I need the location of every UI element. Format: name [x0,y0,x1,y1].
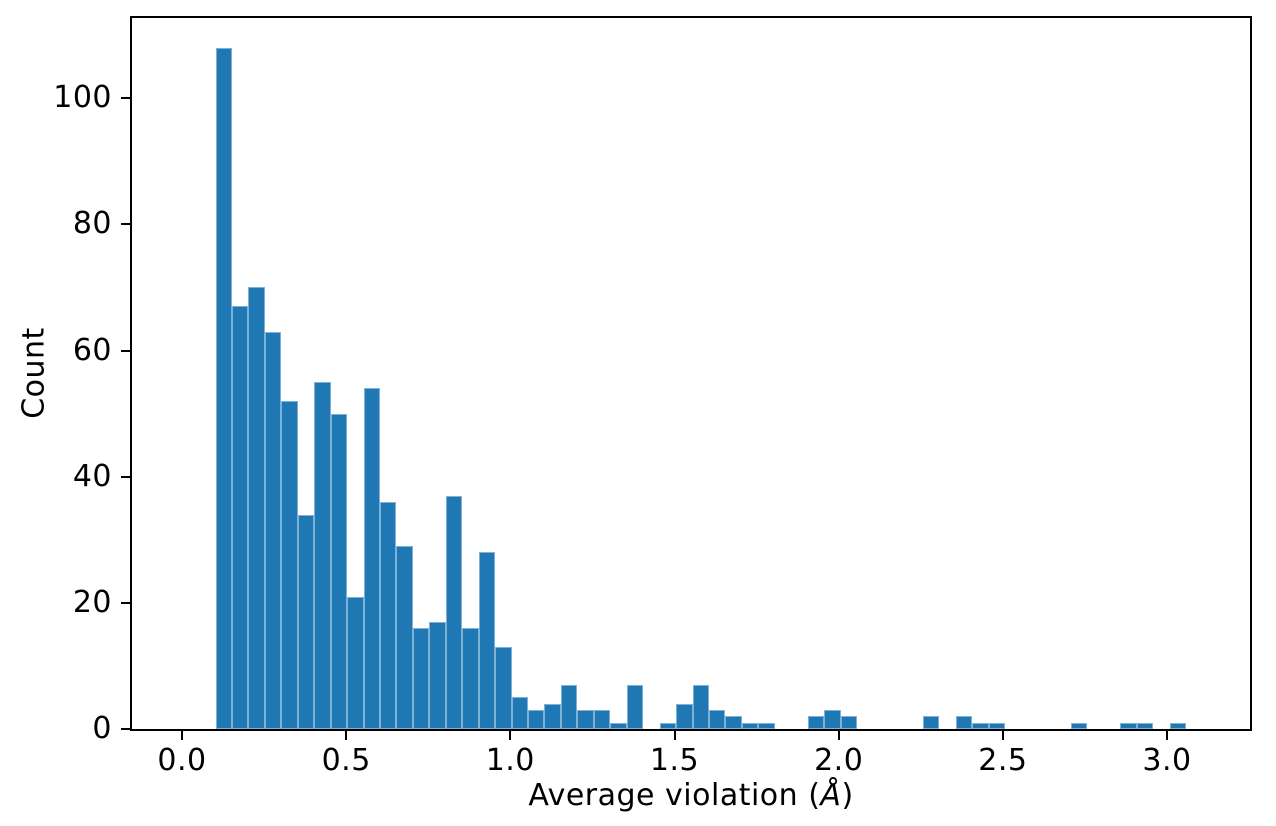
y-tick-mark [121,223,130,226]
x-tick-label: 0.5 [321,743,371,778]
histogram-bar [659,722,677,729]
histogram-bar [577,710,594,729]
histogram-bar [560,684,578,729]
x-axis-label-prefix: Average violation ( [528,778,821,813]
histogram-bar [1169,722,1187,729]
histogram-bar [1070,722,1088,729]
y-tick-label: 100 [53,80,112,116]
histogram-bar [264,331,282,729]
x-tick-mark [837,731,840,740]
histogram-bar [511,697,529,729]
x-tick-label: 2.0 [814,743,864,778]
angstrom-symbol: Å [820,778,842,813]
histogram-bar [955,716,973,729]
y-tick-mark [121,97,130,100]
histogram-bar [988,722,1006,729]
x-tick-label: 1.0 [485,743,535,778]
histogram-bar [330,413,348,729]
histogram-bar [528,710,545,729]
histogram-bar [676,703,693,729]
y-tick-label: 80 [72,206,112,242]
histogram-bar [1136,722,1154,729]
histogram-bar [807,716,825,729]
y-tick-mark [121,475,130,478]
histogram-bar [231,306,249,729]
histogram-bar [1120,722,1137,729]
y-tick-label: 20 [72,584,112,620]
x-tick-label: 0.0 [157,743,207,778]
histogram-bar [593,710,611,729]
histogram-bar [363,388,380,729]
x-tick-label: 1.5 [649,743,700,778]
y-tick-label: 0 [92,711,112,746]
x-tick-label: 3.0 [1142,743,1192,778]
histogram-bar [429,621,446,729]
histogram-bar [725,716,742,729]
histogram-bar [445,495,463,729]
y-tick-mark [121,601,130,604]
histogram-bar [495,647,512,729]
histogram-bar [462,628,479,729]
bars-container [132,18,1250,729]
histogram-bar [708,710,726,729]
histogram-bar [215,47,232,729]
y-tick-mark [121,349,130,352]
histogram-bar [314,382,331,729]
x-tick-mark [673,731,676,740]
histogram-bar [544,703,561,729]
histogram-bar [412,628,430,729]
histogram-bar [840,716,858,729]
x-tick-mark [181,731,183,740]
histogram-bar [248,287,265,729]
histogram-bar [380,501,397,729]
x-axis-label: Average violation (Å) [528,778,853,813]
histogram-bar [758,722,775,729]
y-axis-label: Count [16,327,52,419]
histogram-bar [281,400,298,729]
histogram-bar [396,546,413,729]
y-tick-label: 60 [72,332,112,368]
histogram-bar [347,596,364,729]
histogram-bar [824,710,841,729]
histogram-bar [741,722,759,729]
histogram-bar [922,716,940,729]
histogram-bar [692,684,709,729]
histogram-bar [478,552,496,729]
y-tick-mark [121,728,130,730]
x-tick-mark [509,731,512,740]
x-tick-mark [1166,731,1168,740]
x-tick-mark [1001,731,1004,740]
x-tick-label: 2.5 [978,743,1028,778]
histogram-bar [626,684,644,729]
y-tick-label: 40 [72,458,112,494]
plot-area [130,16,1252,731]
x-tick-mark [345,731,348,740]
histogram-bar [297,514,315,729]
histogram-bar [610,722,627,729]
x-axis-label-suffix: ) [841,778,854,813]
histogram-bar [972,722,989,729]
